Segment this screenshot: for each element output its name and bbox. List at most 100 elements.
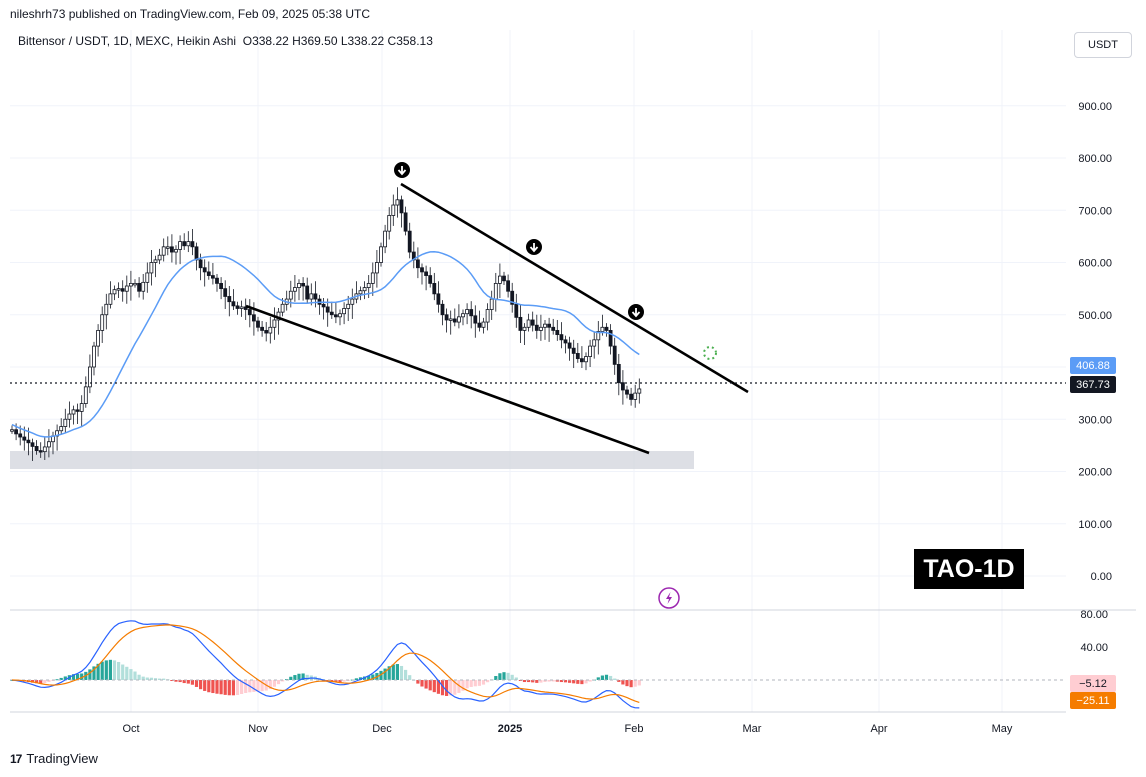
candle-body [141, 281, 146, 292]
candle-body [231, 301, 236, 307]
candle-body [608, 330, 613, 347]
signal-value-tag: −25.11 [1070, 692, 1116, 709]
histogram-bar [609, 675, 613, 680]
histogram-bar [256, 680, 260, 692]
tradingview-logo[interactable]: 17 TradingView [10, 751, 98, 766]
candle-body [174, 249, 178, 253]
candle-body [88, 366, 92, 388]
histogram-bar [170, 680, 174, 681]
price-axis[interactable]: 900.00800.00700.00600.00500.00400.00300.… [1078, 101, 1112, 583]
histogram-bar [600, 675, 604, 680]
histogram-bar [559, 680, 563, 683]
candle-body [387, 215, 392, 232]
symbol-legend: Bittensor / USDT, 1D, MEXC, Heikin Ashi … [18, 34, 433, 48]
histogram-bar [424, 680, 428, 689]
histogram-bar [584, 680, 588, 684]
histogram-bar [133, 671, 137, 680]
candle-body [235, 305, 240, 309]
histogram-bar [100, 661, 104, 680]
candle-body [621, 382, 625, 391]
arrow-down-icon [526, 239, 542, 255]
candle-body [362, 287, 367, 292]
candle-body [559, 334, 564, 341]
time-tick: Mar [743, 723, 762, 735]
histogram-bar [190, 680, 194, 685]
candle-body [379, 246, 383, 263]
currency-button[interactable]: USDT [1074, 32, 1132, 58]
candle-body [415, 259, 420, 269]
histogram-bar [510, 674, 514, 680]
candle-body [333, 314, 338, 318]
histogram-bar [395, 664, 399, 680]
candle-body [251, 314, 256, 322]
candle-body [555, 330, 560, 336]
candle-body [280, 303, 285, 313]
loading-spinner-icon [703, 346, 717, 360]
candle-body [268, 326, 273, 334]
candle-body [633, 392, 638, 400]
candle-body [485, 309, 490, 323]
time-tick: Oct [122, 723, 139, 735]
histogram-bar [416, 680, 420, 684]
candle-body [190, 241, 195, 248]
candle-body [374, 262, 379, 274]
price-tick: 500.00 [1078, 310, 1112, 322]
histogram-bar [289, 676, 293, 680]
candle-body [612, 345, 617, 365]
candle-body [604, 326, 609, 331]
candle-body [399, 199, 404, 214]
candle-body [100, 314, 105, 331]
candle-body [370, 272, 375, 284]
histogram-bar [141, 676, 145, 680]
histogram-bar [260, 680, 264, 692]
candle-body [128, 282, 133, 287]
candle-body [342, 308, 347, 315]
candle-body [182, 241, 187, 247]
histogram-bar [473, 680, 477, 687]
histogram-bar [371, 674, 375, 680]
candle-body [383, 230, 388, 248]
histogram-bar [387, 666, 391, 680]
histogram-bar [514, 677, 518, 680]
candle-body [547, 323, 551, 328]
candle-body [428, 275, 433, 284]
price-tick: 800.00 [1078, 153, 1112, 165]
histogram-bar [568, 680, 572, 683]
histogram-bar [420, 680, 424, 687]
candle-body [305, 285, 310, 300]
last-price-tag: 367.73 [1070, 376, 1116, 393]
histogram-bar [338, 680, 342, 683]
candle-body [465, 309, 470, 315]
candle-body [456, 316, 461, 323]
histogram-bar [76, 674, 80, 680]
histogram-bar [383, 668, 387, 680]
candle-body [247, 309, 252, 316]
symbol-info: Bittensor / USDT, 1D, MEXC, Heikin Ashi [18, 34, 237, 48]
histogram-bar [182, 680, 186, 684]
candle-body [518, 316, 523, 331]
candle-body [22, 436, 27, 441]
candle-body [112, 289, 117, 295]
histogram-bar [153, 678, 158, 680]
histogram-bar [354, 678, 358, 680]
candle-body [530, 319, 535, 326]
indicator-tick: 40.00 [1080, 642, 1108, 654]
tradingview-brand: TradingView [26, 751, 98, 766]
histogram-bar [227, 680, 231, 696]
arrow-down-icon [394, 162, 410, 178]
candle-body [96, 330, 100, 347]
histogram-bar [35, 680, 39, 684]
lightning-icon[interactable] [658, 587, 680, 609]
tradingview-logo-icon: 17 [10, 751, 22, 766]
candle-body [551, 326, 556, 331]
histogram-bar [588, 680, 592, 682]
time-axis[interactable]: Oct Nov Dec 2025 Feb Mar Apr May [122, 723, 1012, 735]
candle-body [534, 324, 539, 331]
candle-body [444, 314, 449, 321]
candle-body [514, 303, 519, 318]
histogram-bar [301, 673, 305, 680]
histogram-bar [363, 676, 367, 680]
candle-body [313, 293, 318, 300]
price-tick: 300.00 [1078, 414, 1112, 426]
